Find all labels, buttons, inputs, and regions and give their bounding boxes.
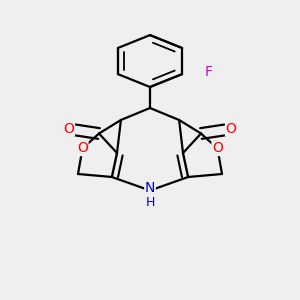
- Text: O: O: [212, 142, 223, 155]
- Text: O: O: [64, 122, 74, 136]
- Text: N: N: [145, 181, 155, 195]
- Text: F: F: [205, 65, 213, 79]
- Text: H: H: [145, 196, 155, 209]
- Text: O: O: [226, 122, 236, 136]
- Text: O: O: [77, 142, 88, 155]
